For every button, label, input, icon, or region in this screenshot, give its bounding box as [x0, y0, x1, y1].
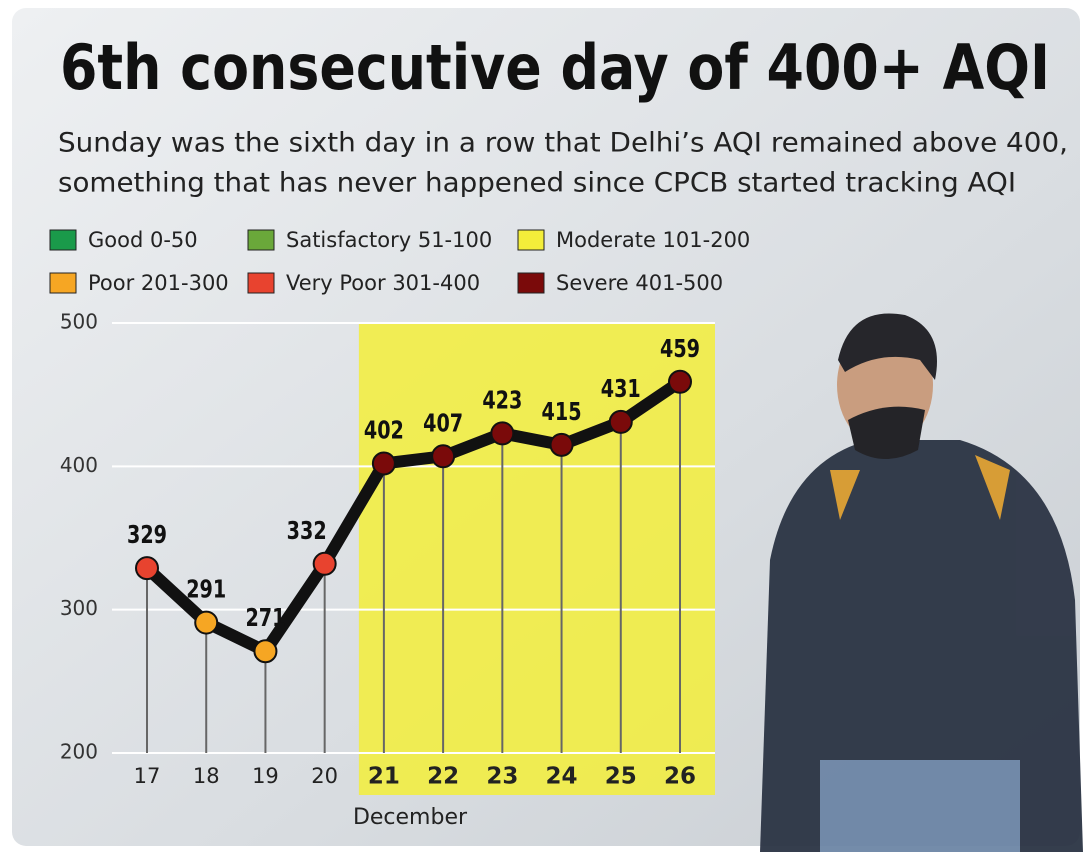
y-tick-label: 300 — [60, 596, 98, 620]
data-point — [669, 371, 691, 393]
data-point — [254, 640, 276, 662]
data-point — [136, 557, 158, 579]
data-label: 407 — [423, 408, 463, 437]
subtitle-line: Sunday was the sixth day in a row that D… — [58, 128, 1068, 159]
x-tick-label: 19 — [252, 764, 279, 788]
legend-swatch — [248, 230, 274, 250]
x-tick-label: 21 — [368, 764, 400, 790]
infographic: 6th consecutive day of 400+ AQI Sunday w… — [0, 0, 1083, 852]
legend-swatch — [248, 273, 274, 293]
data-label: 415 — [542, 397, 582, 426]
x-tick-label: 17 — [134, 764, 161, 788]
data-point — [551, 434, 573, 456]
legend-swatch — [50, 273, 76, 293]
y-tick-label: 400 — [60, 453, 98, 477]
legend-label: Moderate 101-200 — [556, 228, 750, 252]
legend-label: Satisfactory 51-100 — [286, 228, 492, 252]
data-point — [314, 553, 336, 575]
data-point — [373, 452, 395, 474]
chart: 6th consecutive day of 400+ AQI Sunday w… — [0, 0, 1083, 852]
subtitle-line: something that has never happened since … — [58, 168, 1016, 199]
legend-label: Good 0-50 — [88, 228, 198, 252]
x-tick-label: 24 — [546, 764, 578, 790]
x-tick-label: 18 — [193, 764, 220, 788]
data-label: 271 — [245, 603, 285, 632]
x-tick-label: 26 — [664, 764, 696, 790]
data-label: 431 — [601, 374, 641, 403]
data-point — [610, 411, 632, 433]
data-label: 402 — [364, 415, 404, 444]
data-label: 332 — [287, 516, 327, 545]
y-tick-label: 500 — [60, 310, 98, 334]
legend-swatch — [50, 230, 76, 250]
x-axis-label: December — [353, 805, 468, 830]
x-tick-label: 23 — [486, 764, 518, 790]
x-tick-label: 20 — [311, 764, 338, 788]
data-point — [432, 445, 454, 467]
y-tick-label: 200 — [60, 740, 98, 764]
data-label: 329 — [127, 520, 167, 549]
x-tick-label: 25 — [605, 764, 637, 790]
data-point — [491, 422, 513, 444]
chart-title: 6th consecutive day of 400+ AQI — [60, 31, 1050, 104]
legend-label: Very Poor 301-400 — [286, 271, 480, 295]
data-label: 423 — [482, 385, 522, 414]
legend-label: Severe 401-500 — [556, 271, 723, 295]
data-label: 459 — [660, 334, 700, 363]
legend-label: Poor 201-300 — [88, 271, 229, 295]
x-tick-label: 22 — [427, 764, 459, 790]
legend-swatch — [518, 273, 544, 293]
data-label: 291 — [186, 575, 226, 604]
legend-swatch — [518, 230, 544, 250]
data-point — [195, 612, 217, 634]
